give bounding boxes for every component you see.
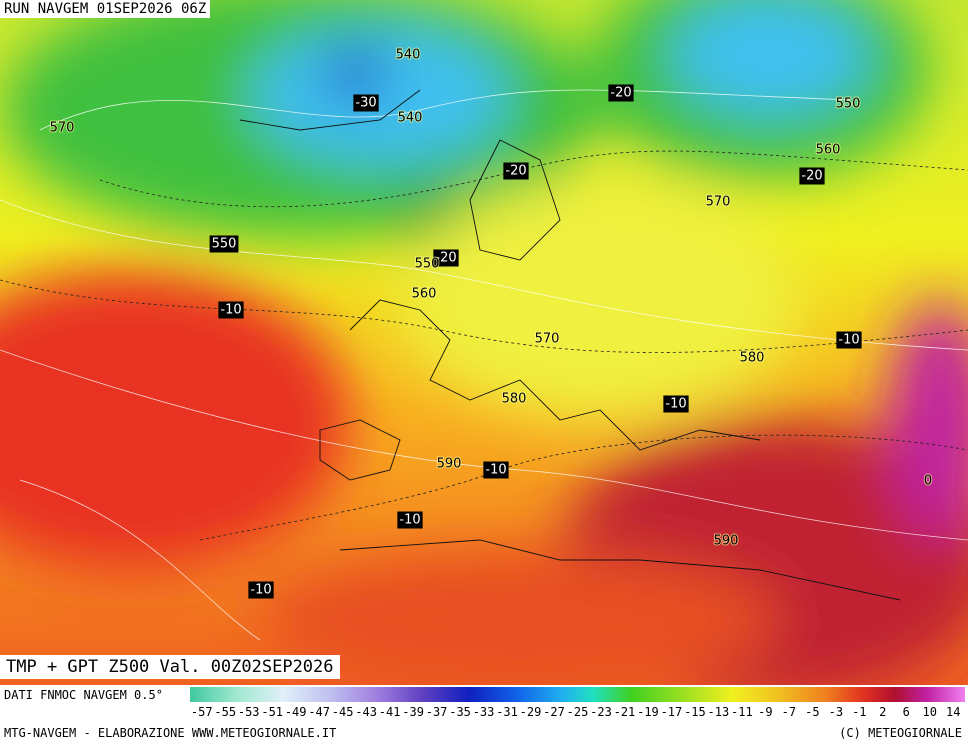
- scale-label: -1: [852, 705, 867, 719]
- scale-label: -35: [449, 705, 471, 719]
- scale-label: 14: [946, 705, 961, 719]
- scale-label: -17: [660, 705, 683, 719]
- contour-label: 540: [396, 48, 421, 63]
- scale-label: -27: [543, 705, 565, 719]
- scale-label: 2: [879, 705, 887, 719]
- contour-label: -30: [355, 96, 376, 111]
- scale-label: -43: [355, 705, 377, 719]
- contour-label: -20: [435, 251, 456, 266]
- scale-label: -19: [637, 705, 659, 719]
- label-box: [799, 167, 825, 185]
- contour-label: 590: [714, 534, 739, 549]
- scale-label: -15: [684, 705, 706, 719]
- scale-labels: -57 -55 -53 -51 -49 -47 -45 -43 -41 -39 -37 -35 -33-…: [190, 705, 965, 721]
- scale-label: -29: [519, 705, 542, 719]
- contour-label: 0: [924, 474, 932, 489]
- contour-label: -10: [485, 463, 506, 478]
- contour-label: 550: [212, 237, 237, 252]
- contour-label: 550: [836, 97, 861, 112]
- contour-label: -10: [665, 397, 686, 412]
- contour-label: 580: [502, 392, 527, 407]
- scale-label: -39: [402, 705, 424, 719]
- weather-map: 540 -30 540 570 -20 550 560 -20 -20 570 …: [0, 0, 968, 685]
- contour-label: 560: [816, 143, 841, 158]
- scale-label: -41: [378, 705, 401, 719]
- scale-label: -13: [707, 705, 730, 719]
- contour-label: -10: [399, 513, 420, 528]
- scale-label: 6: [902, 705, 910, 719]
- label-box: [248, 581, 274, 599]
- label-box: [433, 249, 459, 267]
- label-box: [397, 511, 423, 529]
- contour-label: -10: [220, 303, 241, 318]
- scale-label: -57: [190, 705, 213, 719]
- contour-label: -20: [505, 164, 526, 179]
- contour-label: 570: [706, 195, 731, 210]
- contour-label: 580: [740, 351, 765, 366]
- scale-label: -47: [308, 705, 330, 719]
- scale-label: -55: [214, 705, 237, 719]
- label-box: [663, 395, 689, 413]
- contour-label: -10: [838, 333, 859, 348]
- run-title: RUN NAVGEM 01SEP2026 06Z: [0, 0, 211, 18]
- scale-label: -45: [331, 705, 354, 719]
- label-box: [836, 331, 862, 349]
- label-box: [353, 94, 379, 112]
- scale-label: -33: [472, 705, 495, 719]
- contour-label: 570: [535, 332, 560, 347]
- scale-label: -25: [566, 705, 589, 719]
- contour-label: -20: [801, 169, 822, 184]
- contour-label: 570: [50, 121, 75, 136]
- data-source: DATI FNMOC NAVGEM 0.5°: [4, 688, 163, 702]
- scale-label: -51: [261, 705, 284, 719]
- scale-label: 10: [922, 705, 937, 719]
- scale-label: -11: [731, 705, 753, 719]
- scale-label: -21: [613, 705, 636, 719]
- scale-label: -3: [828, 705, 844, 719]
- contour-label: -10: [250, 583, 271, 598]
- scale-label: -53: [237, 705, 260, 719]
- label-box: [483, 461, 509, 479]
- scale-label: -9: [758, 705, 773, 719]
- scale-label: -5: [805, 705, 820, 719]
- contour-label: 550: [415, 257, 440, 272]
- contour-label: 560: [412, 287, 437, 302]
- contour-label: -20: [610, 86, 631, 101]
- scale-label: -23: [590, 705, 612, 719]
- scale-label: -37: [425, 705, 448, 719]
- map-caption: TMP + GPT Z500 Val. 00Z02SEP2026: [0, 655, 340, 679]
- color-scale: [190, 687, 965, 702]
- scale-label: -31: [496, 705, 518, 719]
- footer-credit: MTG-NAVGEM - ELABORAZIONE WWW.METEOGIORN…: [4, 726, 337, 740]
- contour-label: 540: [398, 111, 423, 126]
- label-box: [209, 235, 239, 253]
- label-box: [608, 84, 634, 102]
- label-box: [218, 301, 244, 319]
- scale-label: -7: [781, 705, 797, 719]
- footer-copyright: (C) METEOGIORNALE: [839, 726, 962, 740]
- scale-label: -49: [284, 705, 307, 719]
- contour-label: 590: [437, 457, 462, 472]
- label-box: [503, 162, 529, 180]
